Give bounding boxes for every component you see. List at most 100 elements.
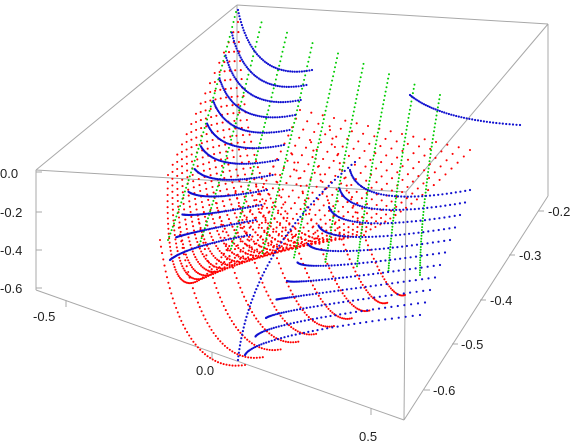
red-point xyxy=(289,244,292,247)
red-point xyxy=(187,274,190,277)
red-point xyxy=(389,217,392,220)
red-point xyxy=(356,230,359,233)
blue-point xyxy=(344,218,348,221)
red-point xyxy=(314,240,317,243)
red-point xyxy=(368,248,371,252)
red-point xyxy=(224,245,227,248)
green-point xyxy=(235,229,238,231)
red-point xyxy=(372,257,375,260)
blue-point xyxy=(305,306,308,309)
red-point xyxy=(370,216,373,219)
green-point xyxy=(333,70,336,73)
red-point xyxy=(239,248,242,251)
green-point xyxy=(331,223,334,226)
blue-point xyxy=(252,73,256,76)
red-point xyxy=(299,176,302,179)
blue-point xyxy=(390,194,394,197)
red-point xyxy=(219,340,222,343)
green-point xyxy=(297,105,300,108)
red-point xyxy=(218,61,221,64)
red-point xyxy=(362,234,366,237)
red-point xyxy=(301,190,304,193)
green-point xyxy=(241,96,244,99)
red-point xyxy=(307,163,310,166)
red-point xyxy=(193,292,196,295)
red-point xyxy=(269,298,272,301)
blue-point xyxy=(243,31,246,34)
blue-point xyxy=(233,223,236,226)
blue-point xyxy=(383,222,386,225)
green-point xyxy=(420,229,423,231)
red-point xyxy=(350,130,353,133)
blue-point xyxy=(244,146,247,149)
red-point xyxy=(342,233,346,236)
blue-point xyxy=(262,98,265,101)
blue-point xyxy=(272,100,276,103)
red-point xyxy=(158,238,162,242)
red-point xyxy=(334,229,337,232)
red-point xyxy=(292,327,295,330)
blue-point xyxy=(394,258,397,261)
red-point xyxy=(300,242,303,245)
blue-point xyxy=(245,36,248,40)
red-point xyxy=(361,207,364,210)
blue-point xyxy=(223,210,226,213)
red-point xyxy=(205,274,209,277)
green-point xyxy=(303,78,306,81)
red-point xyxy=(222,51,226,54)
blue-point xyxy=(253,291,256,294)
blue-point xyxy=(257,77,260,80)
green-point xyxy=(372,158,375,161)
red-point xyxy=(237,260,241,263)
red-point xyxy=(290,239,293,242)
red-point xyxy=(204,276,208,279)
red-point xyxy=(192,340,195,343)
green-point xyxy=(372,154,375,157)
red-point xyxy=(297,196,300,199)
green-point xyxy=(286,150,289,152)
red-point xyxy=(278,223,281,227)
red-point xyxy=(269,197,272,200)
blue-point xyxy=(321,278,324,281)
green-point xyxy=(337,52,339,55)
blue-point xyxy=(239,84,242,87)
green-point xyxy=(292,126,295,128)
blue-point xyxy=(349,170,352,173)
red-point xyxy=(438,178,441,181)
green-point xyxy=(242,205,245,208)
green-point xyxy=(206,118,209,121)
red-point xyxy=(245,216,248,219)
blue-point xyxy=(241,128,244,131)
blue-point xyxy=(240,162,243,165)
red-point xyxy=(303,242,306,245)
red-point xyxy=(245,260,248,263)
red-point xyxy=(214,256,217,259)
green-point xyxy=(331,220,334,222)
red-point xyxy=(166,180,169,183)
z-tick-label: -0.6 xyxy=(0,281,22,296)
red-point xyxy=(296,330,299,333)
blue-point xyxy=(379,259,382,263)
blue-point xyxy=(390,234,393,237)
blue-point xyxy=(437,193,440,196)
red-point xyxy=(338,168,341,171)
blue-point xyxy=(376,222,379,225)
blue-point xyxy=(428,105,431,108)
blue-point xyxy=(324,249,328,252)
blue-point xyxy=(232,37,235,40)
blue-point xyxy=(243,235,246,238)
red-point xyxy=(226,263,229,266)
red-point xyxy=(260,255,263,258)
red-point xyxy=(209,90,212,94)
blue-point xyxy=(404,315,407,318)
green-point xyxy=(201,233,204,236)
red-point xyxy=(184,259,187,262)
blue-point xyxy=(354,203,357,206)
blue-point xyxy=(385,208,388,211)
red-point xyxy=(233,262,236,265)
blue-point xyxy=(270,65,273,68)
blue-point xyxy=(450,113,453,116)
red-point xyxy=(245,299,248,302)
